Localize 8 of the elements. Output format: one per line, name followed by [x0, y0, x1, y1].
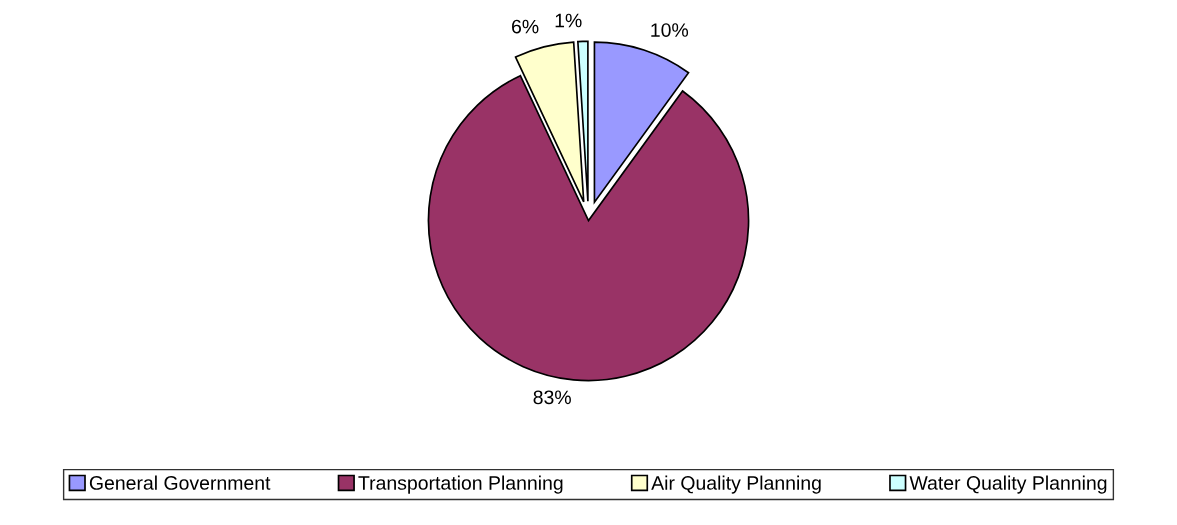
legend-label: General Government: [89, 475, 271, 490]
legend-label: Air Quality Planning: [651, 475, 821, 494]
data-label: 6%: [512, 19, 539, 34]
data-label: 83%: [533, 390, 571, 405]
legend-label: Water Quality Planning: [909, 475, 1107, 494]
data-label: 1%: [555, 13, 582, 28]
data-label: 10%: [651, 23, 689, 37]
legend-label: Transportation Planning: [358, 475, 563, 494]
